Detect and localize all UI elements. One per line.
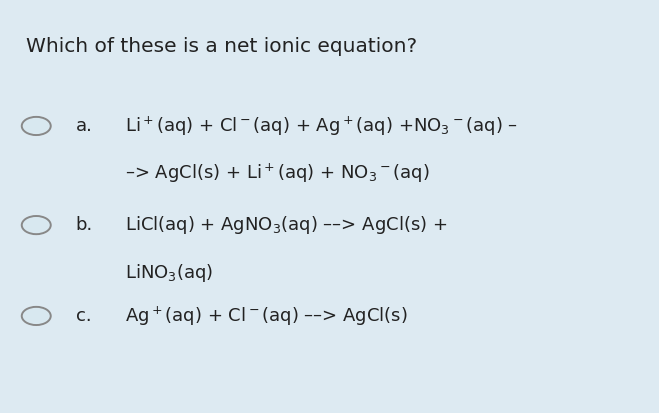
Circle shape [22,117,51,135]
Circle shape [22,307,51,325]
Circle shape [22,216,51,234]
Text: Li$^+$(aq) + Cl$^-$(aq) + Ag$^+$(aq) +NO$_3$$^-$(aq) –: Li$^+$(aq) + Cl$^-$(aq) + Ag$^+$(aq) +NO… [125,114,518,138]
Text: c.: c. [76,307,92,325]
Text: a.: a. [76,117,93,135]
Text: Ag$^+$(aq) + Cl$^-$(aq) ––> AgCl(s): Ag$^+$(aq) + Cl$^-$(aq) ––> AgCl(s) [125,304,408,328]
Text: LiCl(aq) + AgNO$_3$(aq) ––> AgCl(s) +: LiCl(aq) + AgNO$_3$(aq) ––> AgCl(s) + [125,214,447,236]
Text: Which of these is a net ionic equation?: Which of these is a net ionic equation? [26,37,418,56]
Text: b.: b. [76,216,93,234]
Text: –> AgCl(s) + Li$^+$(aq) + NO$_3$$^-$(aq): –> AgCl(s) + Li$^+$(aq) + NO$_3$$^-$(aq) [125,162,430,185]
Text: LiNO$_3$(aq): LiNO$_3$(aq) [125,261,214,284]
